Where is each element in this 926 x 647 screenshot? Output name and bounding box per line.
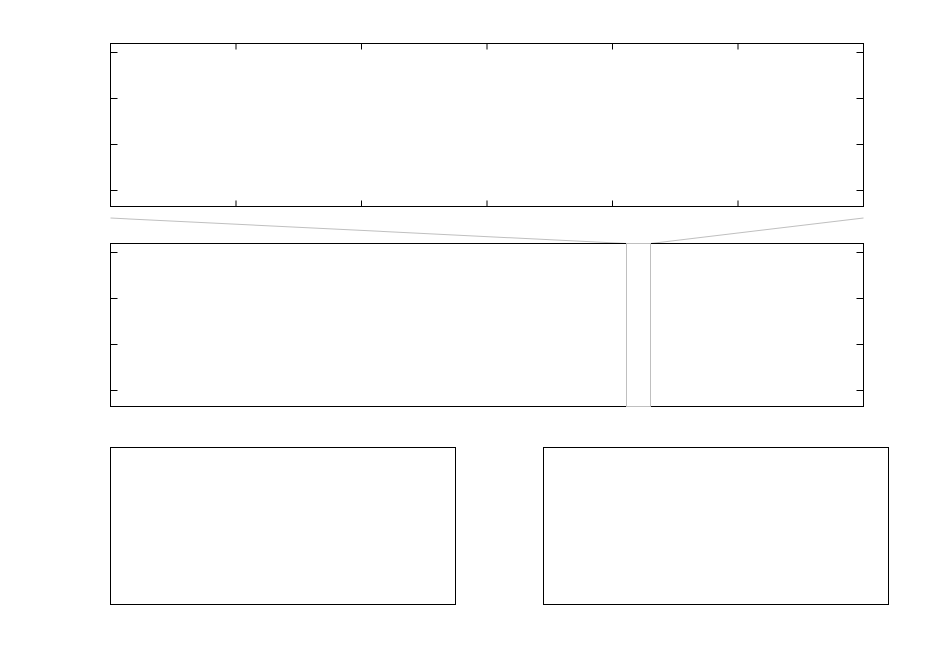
bottom-right-frame (543, 447, 889, 605)
bottom-right-panel (455, 425, 926, 647)
top-panel-x-ticks (110, 43, 864, 207)
bottom-left-panel-svg (110, 447, 456, 605)
middle-panel-frame (110, 243, 864, 407)
top-panel-frame (110, 43, 864, 207)
selection-window-box[interactable] (626, 243, 651, 407)
bottom-left-frame (110, 447, 456, 605)
top-panel-svg (110, 43, 864, 207)
middle-panel-svg (110, 217, 864, 407)
middle-panel-y-ticks (110, 252, 864, 391)
zoom-connector-lines (110, 217, 864, 244)
bottom-left-panel (0, 425, 470, 647)
top-panel (0, 0, 926, 240)
top-panel-y-ticks (110, 52, 864, 191)
middle-panel (0, 217, 926, 425)
bottom-right-panel-svg (543, 447, 889, 605)
